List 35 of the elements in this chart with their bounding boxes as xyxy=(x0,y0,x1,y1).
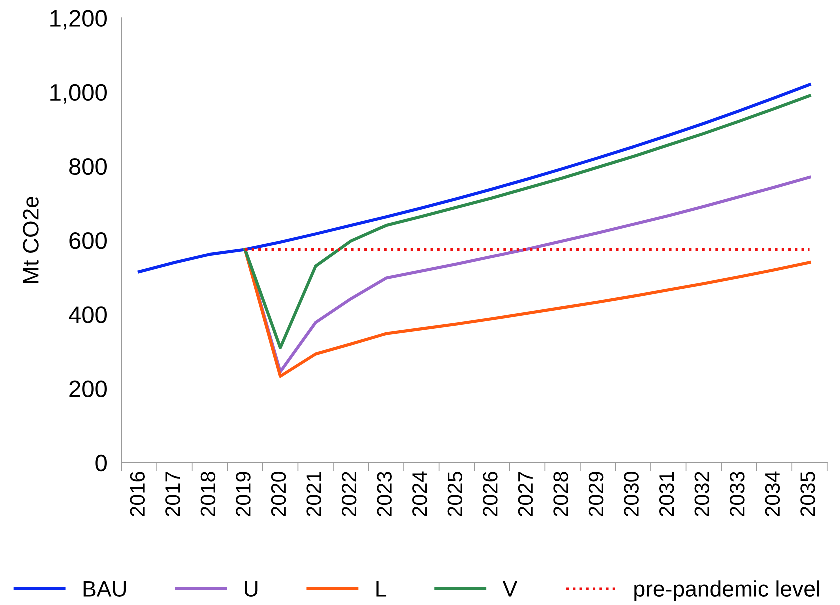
x-tick-label: 2030 xyxy=(624,472,639,516)
y-axis-title: Mt CO2e xyxy=(23,197,39,284)
x-tick-label: 2032 xyxy=(694,472,710,516)
x-tick-label: 2028 xyxy=(554,472,568,516)
line-series xyxy=(138,83,812,274)
legend-label: BAU xyxy=(84,581,126,597)
x-tick-label: 2021 xyxy=(306,472,322,516)
x-tick-label: 2031 xyxy=(659,472,674,516)
x-tick-label: 2025 xyxy=(448,472,463,516)
x-tick-label: 2024 xyxy=(412,472,428,516)
x-tick-label: 2034 xyxy=(765,472,780,516)
x-tick-label: 2016 xyxy=(130,472,146,516)
x-tick-label: 2020 xyxy=(271,472,286,516)
y-tick-label: 1,000 xyxy=(50,84,107,104)
legend-label: V xyxy=(502,581,518,597)
x-tick-label: 2023 xyxy=(377,472,392,516)
x-tick-label: 2019 xyxy=(236,472,251,516)
y-tick-label: 600 xyxy=(70,232,107,250)
x-tick-label: 2027 xyxy=(518,472,534,516)
legend-label: U xyxy=(245,581,258,597)
y-tick-label: 200 xyxy=(70,380,107,398)
line-series xyxy=(244,94,812,350)
x-tick-label: 2033 xyxy=(730,472,745,516)
x-tick-label: 2022 xyxy=(342,472,357,516)
x-tick-label: 2026 xyxy=(483,472,498,516)
y-tick-label: 0 xyxy=(96,454,107,472)
y-tick-label: 1,200 xyxy=(50,10,107,30)
x-tick-label: 2017 xyxy=(166,472,180,516)
x-tick-label: 2029 xyxy=(588,472,604,516)
x-tick-label: 2018 xyxy=(200,472,216,516)
legend-label: pre-pandemic level xyxy=(634,580,820,602)
y-tick-label: 400 xyxy=(69,306,107,324)
y-tick-label: 800 xyxy=(70,158,107,176)
x-tick-label: 2035 xyxy=(800,472,816,516)
legend-label: L xyxy=(376,581,387,597)
